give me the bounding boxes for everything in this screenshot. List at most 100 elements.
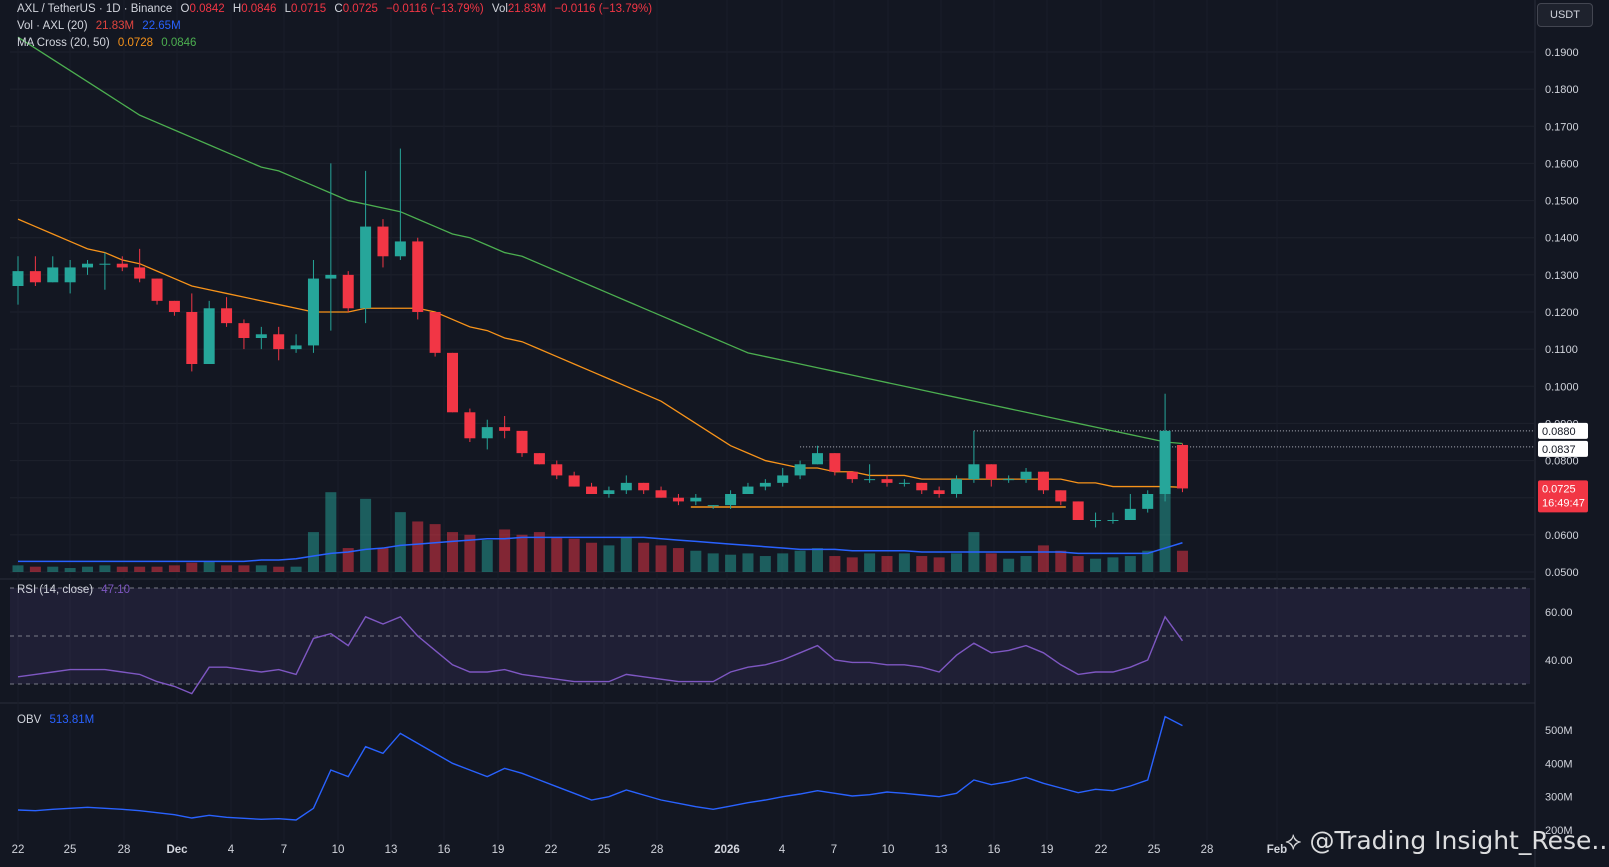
candle-body xyxy=(342,274,354,309)
candle-body xyxy=(777,475,789,483)
candle-body xyxy=(82,263,94,268)
volume-bar xyxy=(725,554,737,572)
candle-body xyxy=(933,490,945,494)
candle-body xyxy=(725,494,737,506)
candle-body xyxy=(1090,520,1102,521)
rsi-label: RSI (14, close) xyxy=(17,584,94,596)
volume-bar xyxy=(1124,556,1136,572)
volume-bar xyxy=(846,557,858,572)
price-tick-label: 0.1100 xyxy=(1545,344,1578,356)
candle-body xyxy=(759,482,771,487)
countdown-badge: 16:49:47 xyxy=(1542,497,1585,509)
date-tick-label: 16 xyxy=(988,844,1001,856)
volume-bar xyxy=(759,556,771,572)
vol-indicator-name: Vol · AXL (20) xyxy=(17,20,88,32)
price-tick-label: 0.0500 xyxy=(1545,567,1579,579)
candle-body xyxy=(273,334,285,350)
vol-label: Vol xyxy=(491,3,508,15)
date-tick-label: 22 xyxy=(12,844,25,856)
date-tick-label: 22 xyxy=(1095,844,1108,856)
date-tick-label: 28 xyxy=(118,844,131,856)
date-tick-label: 2026 xyxy=(714,844,740,856)
date-tick-label: 28 xyxy=(651,844,664,856)
candle-body xyxy=(898,482,910,484)
volume-bar xyxy=(290,566,302,572)
candle-body xyxy=(551,464,563,476)
level-low-badge: 0.0837 xyxy=(1542,444,1576,456)
ma50-line xyxy=(17,36,1183,445)
level-high-badge: 0.0880 xyxy=(1542,426,1576,438)
candle-body xyxy=(203,308,215,364)
candle-body xyxy=(1107,520,1119,521)
candle-body xyxy=(707,505,719,507)
candle-body xyxy=(533,453,545,465)
volume-bar xyxy=(64,568,76,572)
rsi-value: 47.10 xyxy=(101,584,131,596)
volume-bar xyxy=(638,542,650,572)
candle-body xyxy=(690,497,702,502)
volume-bar xyxy=(238,565,250,572)
volume-bar xyxy=(916,556,928,572)
volume-bar xyxy=(829,556,841,572)
candle-body xyxy=(12,271,24,286)
candle-body xyxy=(99,263,111,265)
level-high-badge-bg xyxy=(1538,422,1588,439)
volume-bar xyxy=(273,566,285,572)
price-tick-label: 0.1900 xyxy=(1545,47,1579,59)
date-tick-label: 25 xyxy=(1148,844,1161,856)
open-label: O xyxy=(180,3,190,15)
high-label: H xyxy=(232,3,242,15)
candle-body xyxy=(1020,471,1032,480)
ma-indicator-name: MA Cross (20, 50) xyxy=(17,37,110,49)
quote-currency-button[interactable]: USDT xyxy=(1537,3,1593,27)
price-tick-label: 0.1400 xyxy=(1545,233,1579,245)
volume-bar xyxy=(221,565,233,572)
volume-bar xyxy=(586,542,598,572)
volume-bar xyxy=(516,534,528,572)
watermark-text: @Trading Insight_Rese... xyxy=(1309,826,1609,855)
volume-bar xyxy=(620,537,632,572)
low-label: L xyxy=(284,3,291,15)
volume-indicator-legend[interactable]: Vol · AXL (20) 21.83M 22.65M xyxy=(17,20,186,32)
rsi-legend[interactable]: RSI (14, close) 47.10 xyxy=(17,584,135,596)
date-tick-label: 28 xyxy=(1201,844,1214,856)
candle-body xyxy=(672,497,684,502)
candle-body xyxy=(307,278,319,346)
candle-body xyxy=(377,226,389,257)
volume-bar xyxy=(1107,557,1119,572)
candle-body xyxy=(412,241,424,312)
last-price-badge-bg xyxy=(1538,480,1588,513)
volume-bar xyxy=(985,553,997,572)
symbol-header: AXL / TetherUS · 1D · Binance O0.0842 H0… xyxy=(17,3,657,15)
volume-bar xyxy=(742,553,754,572)
volume-bar xyxy=(707,553,719,572)
volume-bar xyxy=(429,524,441,572)
volume-bar xyxy=(412,521,424,572)
symbol-title[interactable]: AXL / TetherUS · 1D · Binance xyxy=(17,3,173,15)
ma-cross-legend[interactable]: MA Cross (20, 50) 0.0728 0.0846 xyxy=(17,37,201,49)
volume-bar xyxy=(1090,558,1102,572)
obv-tick-label: 200M xyxy=(1545,825,1573,837)
date-tick-label: Feb xyxy=(1267,844,1287,856)
candle-body xyxy=(447,352,458,413)
volume-bar xyxy=(134,566,146,572)
volume-bar xyxy=(1037,545,1049,572)
volume-bar xyxy=(464,534,476,572)
volume-bar xyxy=(377,548,389,572)
price-tick-label: 0.1800 xyxy=(1545,84,1579,96)
candle-body xyxy=(985,464,997,480)
price-tick-label: 0.1700 xyxy=(1545,121,1579,133)
last-price-badge: 0.0725 xyxy=(1542,483,1576,495)
volume-bar xyxy=(655,545,667,572)
low-value: 0.0715 xyxy=(290,3,327,15)
obv-tick-label: 400M xyxy=(1545,758,1573,770)
candle-body xyxy=(516,430,528,454)
candle-body xyxy=(29,271,41,283)
volume-bar xyxy=(1003,558,1015,572)
obv-legend[interactable]: OBV 513.81M xyxy=(17,714,99,726)
candle-body xyxy=(829,453,841,472)
change-value: −0.0116 (−13.79%) xyxy=(386,3,484,15)
candle-body xyxy=(186,312,198,364)
